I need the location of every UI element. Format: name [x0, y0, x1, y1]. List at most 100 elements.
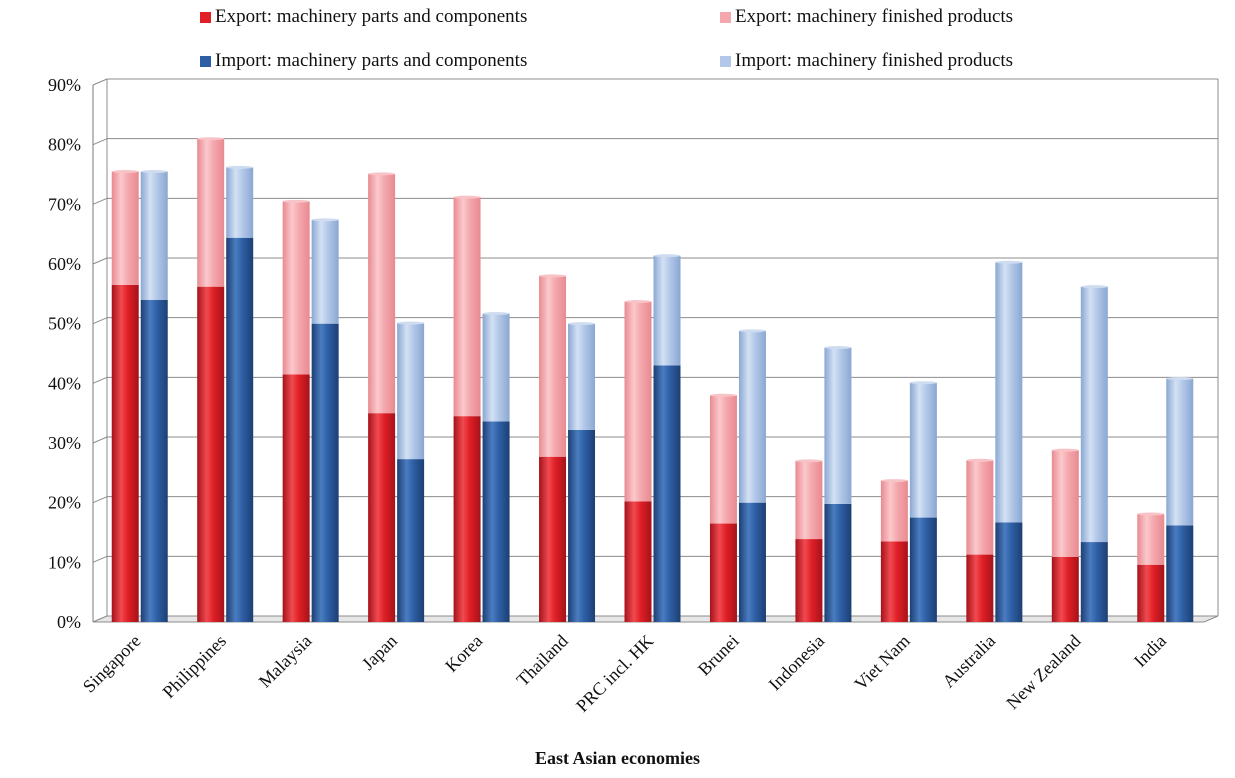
bar-segment	[653, 255, 681, 366]
x-tick-label: Philippines	[159, 631, 230, 702]
bar-segment	[140, 171, 168, 300]
x-tick-label: Brunei	[694, 631, 743, 680]
bar-segment	[909, 382, 937, 518]
bar-segment	[140, 299, 168, 622]
legend-swatch-import-parts	[200, 55, 211, 67]
x-tick-label: Singapore	[79, 631, 145, 697]
bar-segment	[453, 197, 481, 417]
bar-segment	[795, 539, 823, 622]
bar-segment	[539, 456, 567, 622]
x-tick-label: PRC incl. HK	[572, 631, 657, 716]
bar-segment	[966, 460, 994, 555]
bar-segment	[824, 347, 852, 504]
x-tick-label: New Zealand	[1002, 631, 1084, 713]
y-tick-label: 20%	[48, 493, 81, 513]
bar-cap	[653, 254, 681, 258]
bars	[111, 137, 1194, 622]
x-tick-label: India	[1130, 631, 1170, 671]
bar-segment	[880, 480, 908, 542]
y-tick-label: 30%	[48, 433, 81, 453]
bar-segment	[1166, 378, 1194, 526]
bar-segment	[197, 138, 225, 287]
bar-cap	[226, 165, 254, 169]
bar-segment	[111, 284, 139, 622]
gridline-depth	[92, 197, 108, 205]
bar-cap	[539, 274, 567, 278]
x-tick-label: Japan	[358, 631, 401, 674]
bar-segment	[1051, 556, 1079, 622]
bar-cap	[568, 322, 596, 326]
y-tick-label: 40%	[48, 373, 81, 393]
bar-segment	[111, 171, 139, 285]
bar-cap	[1051, 448, 1079, 452]
bar-cap	[995, 260, 1023, 264]
bar-segment	[1051, 450, 1079, 557]
bar-segment	[709, 395, 737, 524]
x-tick-label: Thailand	[512, 631, 571, 690]
bar-cap	[197, 137, 225, 141]
bar-segment	[1166, 525, 1194, 622]
bar-cap	[824, 346, 852, 350]
bar-cap	[624, 300, 652, 304]
bar-segment	[368, 413, 396, 622]
bar-cap	[1080, 285, 1108, 289]
bar-cap	[482, 312, 510, 316]
x-tick-label: Viet Nam	[850, 631, 913, 694]
y-tick-label: 90%	[48, 75, 81, 95]
gridline-depth	[92, 78, 108, 86]
gridline-depth	[92, 376, 108, 384]
bar-segment	[568, 429, 596, 622]
bar-segment	[738, 502, 766, 622]
legend-swatch-export-finished	[720, 11, 731, 23]
y-tick-label: 50%	[48, 314, 81, 334]
y-tick-label: 0%	[57, 612, 81, 632]
bar-cap	[453, 195, 481, 199]
bar-segment	[1137, 564, 1165, 622]
bar-segment	[995, 262, 1023, 523]
bar-cap	[1166, 377, 1194, 381]
legend-label-import-parts: Import: machinery parts and components	[215, 50, 528, 71]
x-tick-label: Korea	[441, 631, 486, 676]
bar-cap	[140, 170, 168, 174]
bar-cap	[880, 479, 908, 483]
bar-cap	[368, 172, 396, 176]
x-tick-label: Australia	[938, 631, 999, 692]
bar-segment	[624, 501, 652, 622]
bar-cap	[1137, 512, 1165, 516]
bar-segment	[453, 416, 481, 622]
legend-item-export-parts: Export: machinery parts and components	[200, 6, 527, 28]
bar-segment	[709, 523, 737, 622]
bar-segment	[880, 541, 908, 622]
bar-segment	[539, 275, 567, 457]
bar-segment	[909, 517, 937, 622]
legend-item-import-parts: Import: machinery parts and components	[200, 50, 527, 72]
y-tick-label: 70%	[48, 194, 81, 214]
bar-segment	[397, 323, 425, 460]
bar-segment	[568, 323, 596, 430]
bar-segment	[282, 201, 310, 375]
gridline-depth	[92, 138, 108, 146]
bar-segment	[995, 522, 1023, 622]
legend-label-export-parts: Export: machinery parts and components	[215, 6, 528, 27]
legend-swatch-export-parts	[200, 11, 211, 23]
gridline-depth	[92, 317, 108, 325]
x-tick-label: Malaysia	[255, 631, 316, 692]
bar-segment	[824, 503, 852, 622]
bar-cap	[111, 170, 139, 174]
legend-swatch-import-finished	[720, 55, 731, 67]
bar-cap	[709, 393, 737, 397]
bar-segment	[226, 167, 254, 238]
x-axis-title: East Asian economies	[534, 748, 700, 768]
bar-segment	[624, 301, 652, 502]
y-tick-label: 80%	[48, 135, 81, 155]
bar-segment	[282, 374, 310, 622]
bar-segment	[482, 313, 510, 422]
bar-cap	[909, 381, 937, 385]
y-tick-label: 10%	[48, 552, 81, 572]
gridline-depth	[92, 496, 108, 504]
y-tick-label: 60%	[48, 254, 81, 274]
bar-segment	[311, 219, 339, 324]
bar-segment	[653, 365, 681, 622]
legend-label-import-finished: Import: machinery finished products	[735, 50, 1014, 71]
